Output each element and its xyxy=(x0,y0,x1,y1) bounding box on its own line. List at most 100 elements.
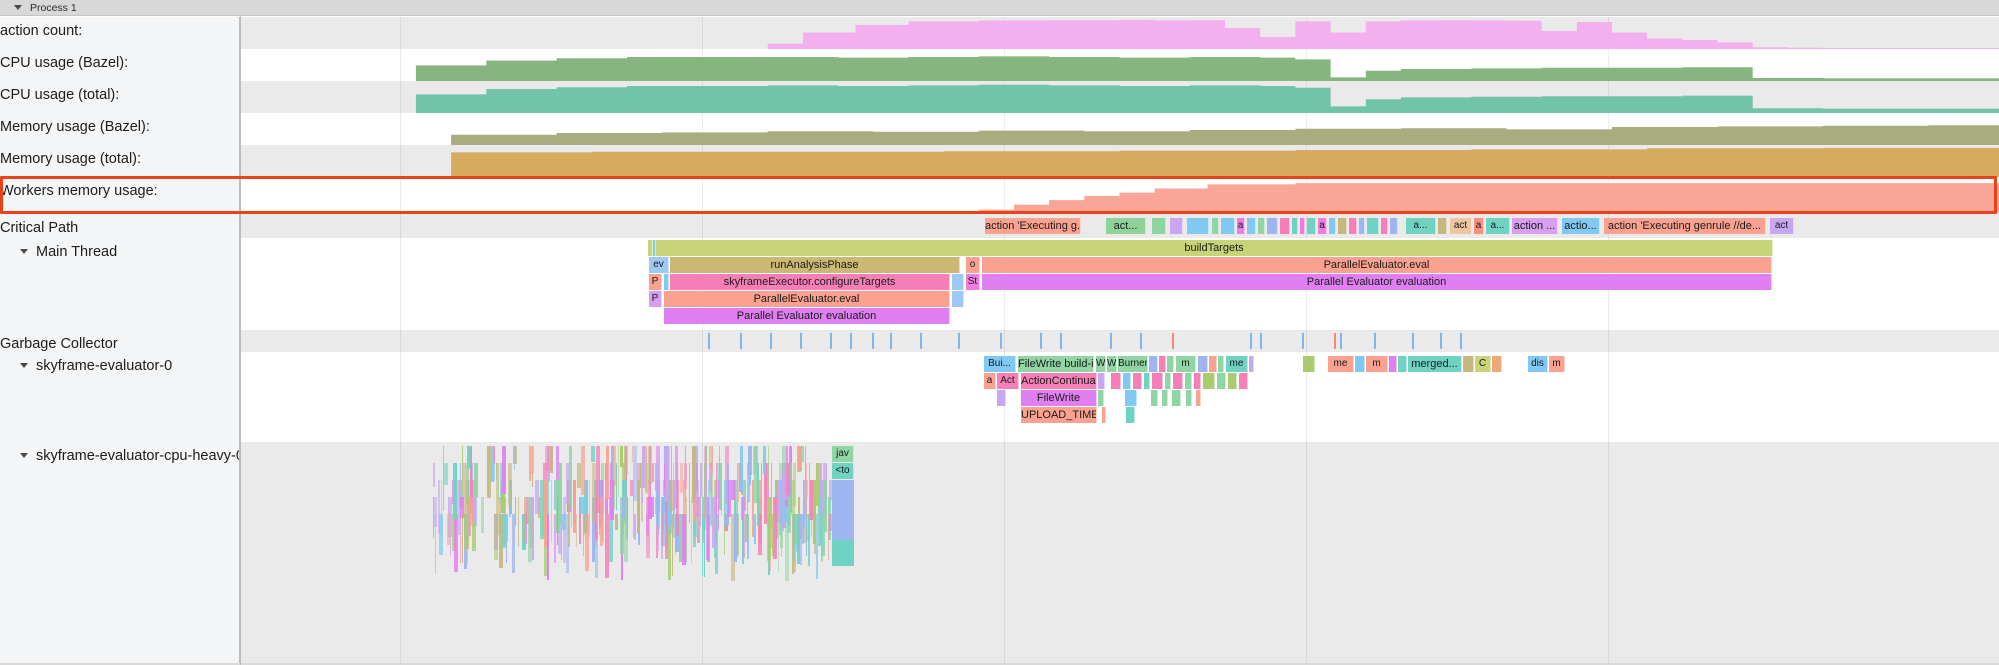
timeline-slice[interactable] xyxy=(474,463,478,497)
timeline-slice[interactable] xyxy=(633,446,637,501)
timeline-slice[interactable]: action 'Executing g... xyxy=(985,218,1081,234)
timeline-slice[interactable] xyxy=(569,446,572,510)
timeline-slice[interactable] xyxy=(557,497,558,545)
gc-minor-marker[interactable] xyxy=(800,333,802,349)
timeline-slice[interactable] xyxy=(673,480,675,510)
timeline-slice[interactable] xyxy=(715,480,717,543)
timeline-slice[interactable] xyxy=(773,497,777,559)
timeline-slice[interactable] xyxy=(752,480,754,537)
timeline-slice[interactable] xyxy=(772,514,773,556)
timeline-slice[interactable]: W xyxy=(1096,356,1106,372)
timeline-slice[interactable]: buildTargets xyxy=(656,240,1773,256)
timeline-slice[interactable] xyxy=(767,497,771,561)
timeline-slice[interactable] xyxy=(566,514,569,573)
timeline-slice[interactable] xyxy=(798,446,802,471)
timeline-slice[interactable]: skyframeExecutor.configureTargets xyxy=(670,274,950,290)
timeline-slice[interactable]: UPLOAD_TIME xyxy=(1021,407,1097,423)
timeline-slice[interactable]: ev xyxy=(649,257,669,273)
timeline-slice[interactable] xyxy=(551,480,552,543)
timeline-slice[interactable] xyxy=(731,514,735,581)
timeline-slice[interactable] xyxy=(747,463,750,502)
track-label-skyframe-evaluator-cpu-heavy-0[interactable]: skyframe-evaluator-cpu-heavy-0 xyxy=(0,442,240,663)
timeline-slice[interactable] xyxy=(525,514,527,544)
timeline-slice[interactable]: ActionContinuati... xyxy=(1021,373,1097,389)
timeline-slice[interactable] xyxy=(494,514,498,560)
timeline-slice[interactable] xyxy=(671,446,672,494)
track-memory-usage-total[interactable]: Memory usage (total): xyxy=(0,145,1999,177)
timeline-slice[interactable] xyxy=(797,514,800,564)
timeline-slice[interactable] xyxy=(803,480,805,527)
track-canvas-memory-usage-total[interactable] xyxy=(240,145,1999,177)
timeline-slice[interactable] xyxy=(820,497,822,545)
timeline-slice[interactable] xyxy=(829,480,832,500)
timeline-slice[interactable] xyxy=(609,497,613,562)
timeline-slice[interactable] xyxy=(622,497,625,519)
timeline-slice[interactable]: act xyxy=(1450,218,1472,234)
timeline-slice[interactable] xyxy=(502,446,506,494)
timeline-slice[interactable] xyxy=(1239,373,1248,389)
timeline-slice[interactable]: FileWrite build-info... xyxy=(1018,356,1094,372)
timeline-slice[interactable] xyxy=(493,446,495,464)
timeline-slice[interactable] xyxy=(1152,373,1163,389)
timeline-slice[interactable] xyxy=(685,446,686,503)
timeline-slice[interactable]: Parallel Evaluator evaluation xyxy=(982,274,1772,290)
timeline-slice[interactable] xyxy=(652,463,654,482)
gc-minor-marker[interactable] xyxy=(740,333,742,349)
timeline-slice[interactable] xyxy=(434,497,437,527)
timeline-slice[interactable]: me xyxy=(1226,356,1248,372)
timeline-slice[interactable] xyxy=(805,463,807,519)
timeline-slice[interactable] xyxy=(1187,218,1209,234)
timeline-slice[interactable]: m xyxy=(1366,356,1388,372)
gc-minor-marker[interactable] xyxy=(830,333,832,349)
timeline-slice[interactable] xyxy=(650,497,654,517)
timeline-slice[interactable] xyxy=(664,274,669,290)
timeline-slice[interactable]: a xyxy=(1474,218,1484,234)
timeline-slice[interactable] xyxy=(535,480,539,514)
timeline-slice[interactable] xyxy=(685,497,687,561)
timeline-slice[interactable] xyxy=(1367,218,1379,234)
timeline-slice[interactable] xyxy=(498,463,499,499)
timeline-slice[interactable] xyxy=(1123,373,1131,389)
timeline-slice[interactable] xyxy=(561,514,562,560)
timeline-slice[interactable] xyxy=(821,514,825,556)
timeline-slice[interactable] xyxy=(641,497,643,522)
timeline-slice[interactable] xyxy=(615,514,618,530)
timeline-slice[interactable] xyxy=(1492,356,1502,372)
timeline-slice[interactable]: ParallelEvaluator.eval xyxy=(982,257,1772,273)
timeline-slice[interactable] xyxy=(513,446,517,464)
timeline-slice[interactable] xyxy=(1398,356,1407,372)
timeline-slice[interactable] xyxy=(463,463,466,518)
track-main-thread[interactable]: Main Thread buildTargets ev runAnalysisPhas… xyxy=(0,238,1999,330)
timeline-slice[interactable] xyxy=(606,446,609,499)
timeline-slice[interactable] xyxy=(627,497,628,537)
timeline-slice[interactable] xyxy=(573,480,576,533)
timeline-slice[interactable] xyxy=(672,514,673,576)
timeline-slice[interactable] xyxy=(697,497,700,543)
timeline-slice[interactable] xyxy=(781,480,784,531)
timeline-slice[interactable] xyxy=(633,480,634,538)
timeline-slice[interactable] xyxy=(1194,373,1201,389)
timeline-slice[interactable] xyxy=(735,480,738,524)
timeline-slice[interactable] xyxy=(1303,356,1315,372)
triangle-down-icon[interactable] xyxy=(20,249,28,254)
timeline-slice[interactable] xyxy=(1389,356,1397,372)
timeline-slice[interactable] xyxy=(472,497,476,551)
timeline-slice[interactable] xyxy=(816,514,818,579)
timeline-slice[interactable] xyxy=(612,514,613,541)
timeline-slice[interactable] xyxy=(620,497,624,554)
timeline-slice[interactable] xyxy=(562,514,566,530)
timeline-slice[interactable] xyxy=(605,514,609,578)
timeline-slice[interactable] xyxy=(648,446,652,484)
timeline-slice[interactable] xyxy=(780,480,782,524)
timeline-slice[interactable] xyxy=(787,497,791,518)
timeline-slice[interactable] xyxy=(734,480,736,499)
triangle-down-icon[interactable] xyxy=(20,363,28,368)
track-action-count[interactable]: action count: xyxy=(0,17,1999,49)
timeline-slice[interactable] xyxy=(612,446,616,486)
timeline-slice[interactable] xyxy=(605,480,606,498)
timeline-slice[interactable] xyxy=(792,514,794,574)
timeline-slice[interactable] xyxy=(467,497,469,549)
timeline-slice[interactable] xyxy=(554,514,556,563)
track-cpu-usage-total[interactable]: CPU usage (total): xyxy=(0,81,1999,113)
timeline-slice[interactable] xyxy=(832,540,854,566)
